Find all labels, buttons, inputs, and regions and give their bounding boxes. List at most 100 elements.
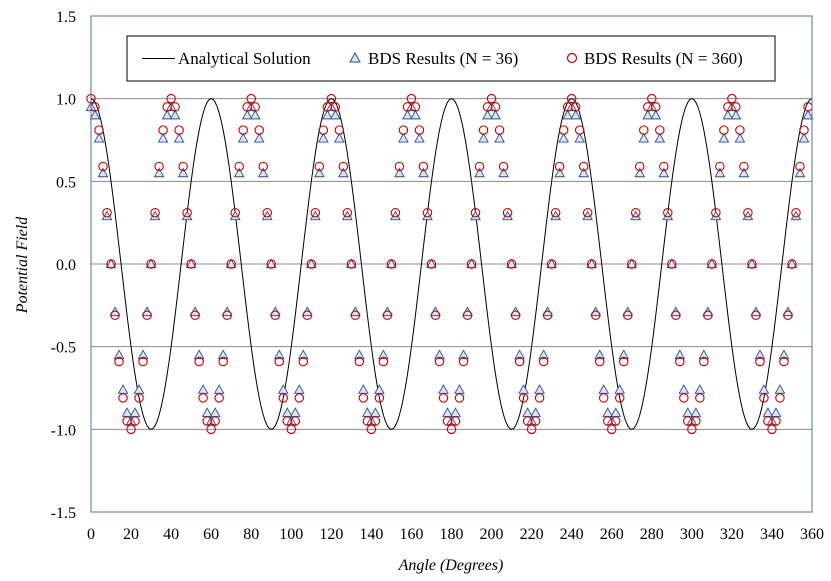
- n360-point: [675, 356, 685, 367]
- n360-point: [306, 259, 317, 269]
- n36-point: [434, 349, 445, 360]
- n36-point: [297, 349, 309, 360]
- n36-point: [354, 349, 365, 360]
- n360-point: [330, 102, 341, 112]
- n360-point: [635, 161, 645, 172]
- n36-point: [474, 167, 485, 178]
- x-axis-title-part-3: ): [497, 557, 503, 574]
- n36-point: [217, 349, 229, 360]
- n36-point: [642, 109, 654, 120]
- n360-point: [787, 259, 797, 269]
- n360-point: [334, 125, 345, 135]
- n360-point: [142, 310, 152, 321]
- n360-point: [370, 416, 381, 426]
- n36-point: [722, 109, 734, 120]
- n360-point: [98, 161, 108, 172]
- n360-point: [238, 125, 248, 135]
- x-tick-label: 160: [399, 526, 423, 543]
- n36-point: [470, 210, 481, 221]
- n360-point: [194, 356, 204, 367]
- n36-point: [582, 210, 594, 221]
- n360-point: [290, 416, 301, 426]
- n36-point: [213, 384, 225, 394]
- n36-point: [333, 132, 345, 143]
- n360-point: [262, 207, 272, 218]
- legend-label-n360: BDS Results (N = 360): [584, 49, 743, 68]
- n36-point: [121, 407, 133, 417]
- n360-point: [430, 310, 441, 321]
- n360-point: [174, 125, 184, 135]
- n36-point: [678, 384, 690, 394]
- x-tick-label: 120: [319, 526, 343, 543]
- n36-point: [610, 407, 622, 417]
- n360-point: [667, 259, 677, 269]
- analytical-solution-line: [90, 98, 813, 430]
- n360-point: [695, 393, 705, 403]
- n36-point: [714, 167, 726, 178]
- bds-n36-series: [85, 101, 814, 426]
- n360-point: [651, 102, 661, 112]
- n36-point: [209, 407, 221, 417]
- x-axis-title-part-2: Degrees: [444, 557, 498, 574]
- n360-point: [274, 356, 285, 367]
- x-tick-label: 200: [480, 526, 504, 543]
- n360-point: [655, 125, 665, 135]
- n360-point: [779, 356, 789, 367]
- x-tick-label: 100: [279, 526, 303, 543]
- n36-point: [261, 210, 273, 221]
- x-tick-label: 80: [243, 526, 259, 543]
- n360-point: [226, 259, 236, 269]
- n36-point: [402, 109, 413, 120]
- y-axis-tick-labels: 1.5 1.0 0.5 0.0 -0.5 -1.0 -1.5: [51, 9, 76, 522]
- n360-point: [358, 393, 369, 403]
- n360-point: [378, 356, 389, 367]
- n360-point: [426, 259, 437, 269]
- n360-point: [490, 102, 501, 112]
- n36-point: [550, 210, 562, 221]
- n36-point: [149, 210, 161, 221]
- n360-point: [526, 424, 537, 435]
- n360-point: [542, 310, 553, 321]
- n360-point: [466, 259, 477, 269]
- n36-point: [273, 349, 285, 360]
- n360-point: [106, 259, 116, 269]
- n360-point: [294, 393, 305, 403]
- n36-point: [169, 109, 181, 120]
- n360-point: [626, 259, 637, 269]
- n360-point: [679, 393, 689, 403]
- n36-point: [289, 407, 301, 417]
- n360-point: [434, 356, 445, 367]
- n36-point: [442, 407, 453, 417]
- n36-point: [494, 132, 505, 143]
- n36-point: [117, 384, 129, 394]
- n36-point: [574, 132, 586, 143]
- n360-point: [258, 161, 268, 172]
- n36-point: [341, 210, 353, 221]
- y-tick-label: 1.5: [56, 9, 76, 26]
- n36-point: [538, 349, 549, 360]
- n360-point: [582, 207, 593, 218]
- n36-point: [502, 210, 513, 221]
- n360-point: [422, 207, 433, 218]
- n360-point: [486, 93, 497, 104]
- n360-point: [398, 125, 409, 135]
- y-tick-label: 0.0: [56, 257, 76, 274]
- n36-point: [654, 132, 666, 143]
- n360-point: [510, 310, 521, 321]
- n36-point: [742, 210, 754, 221]
- n36-point: [370, 407, 381, 417]
- n36-point: [682, 407, 694, 417]
- n36-point: [618, 349, 630, 360]
- n36-point: [241, 109, 253, 120]
- n36-point: [598, 384, 610, 394]
- x-tick-label: 220: [520, 526, 544, 543]
- n360-point: [110, 310, 120, 321]
- n360-point: [719, 125, 729, 135]
- n360-point: [590, 310, 601, 321]
- n36-point: [690, 407, 702, 417]
- y-tick-label: -0.5: [51, 340, 76, 357]
- n360-point: [342, 207, 353, 218]
- n36-point: [329, 109, 341, 120]
- n360-point: [711, 207, 721, 218]
- n360-point: [190, 310, 200, 321]
